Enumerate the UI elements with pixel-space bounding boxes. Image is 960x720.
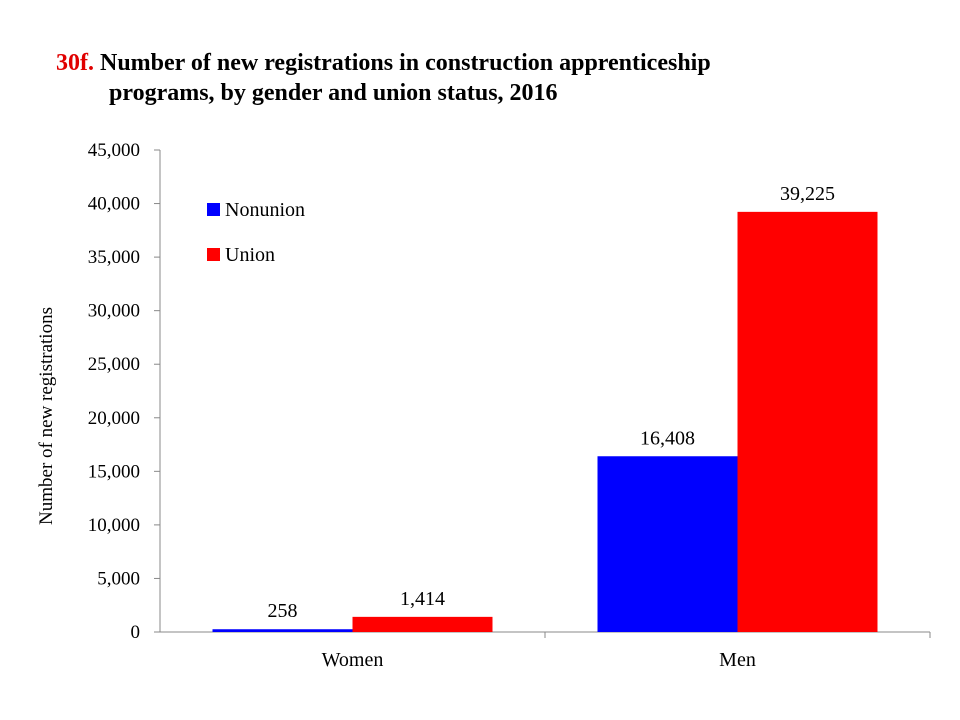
bar-union-women: [352, 616, 493, 632]
y-tick-label: 35,000: [88, 247, 140, 268]
chart-title-line2: programs, by gender and union status, 20…: [109, 80, 558, 106]
chart-number: 30f.: [56, 50, 94, 76]
y-tick-label: 10,000: [88, 515, 140, 536]
bar-nonunion-men: [597, 456, 738, 632]
data-label: 16,408: [640, 427, 695, 449]
legend-swatch-nonunion: [207, 203, 220, 216]
legend-label-nonunion: Nonunion: [225, 199, 305, 221]
legend-label-union: Union: [225, 244, 275, 266]
bar-union-men: [737, 211, 878, 632]
y-tick-label: 45,000: [88, 140, 140, 161]
y-tick-label: 20,000: [88, 408, 140, 429]
y-tick-label: 15,000: [88, 461, 140, 482]
y-tick-label: 5,000: [97, 568, 140, 589]
chart-title-line1: Number of new registrations in construct…: [100, 50, 711, 76]
y-tick-label: 0: [131, 622, 141, 643]
bars: [212, 211, 878, 632]
data-labels: 258 1,414 16,408 39,225: [268, 183, 836, 622]
chart-title: 30f. Number of new registrations in cons…: [56, 48, 711, 108]
legend-swatch-union: [207, 248, 220, 261]
y-tick-label: 30,000: [88, 301, 140, 322]
x-tick-label: Women: [322, 649, 384, 671]
data-label: 1,414: [400, 588, 445, 610]
data-label: 39,225: [780, 183, 835, 205]
legend: Nonunion Union: [207, 199, 305, 266]
y-axis-label: Number of new registrations: [36, 307, 57, 525]
data-label: 258: [268, 600, 298, 622]
y-tick-label: 25,000: [88, 354, 140, 375]
x-tick-label: Men: [719, 649, 756, 671]
bar-nonunion-women: [212, 629, 353, 632]
y-tick-label: 40,000: [88, 194, 140, 215]
